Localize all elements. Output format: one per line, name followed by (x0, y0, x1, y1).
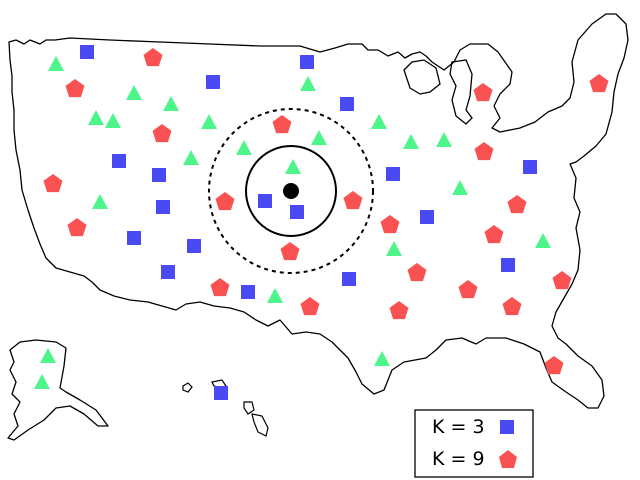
pentagon-point (484, 225, 504, 244)
pentagon-point (215, 192, 235, 211)
query-point (283, 183, 299, 199)
legend-label-k3: K = 3 (432, 416, 485, 438)
triangle-point (535, 233, 551, 248)
legend-label-k9: K = 9 (432, 448, 485, 470)
square-point (80, 45, 94, 59)
pentagon-point (143, 48, 163, 67)
pentagon-point (67, 218, 87, 237)
pentagon-point (272, 115, 292, 134)
pentagon-point (210, 278, 230, 297)
hawaii-island (243, 401, 255, 415)
pentagon-point (589, 74, 609, 93)
pentagon-point (458, 280, 478, 299)
square-point (156, 200, 170, 214)
triangle-point (436, 132, 452, 147)
square-point (501, 258, 515, 272)
k3-neighborhood-circle (245, 145, 337, 237)
pentagon-point (407, 263, 427, 282)
triangle-point (92, 194, 108, 209)
pentagon-point (280, 242, 300, 261)
triangle-point (285, 159, 301, 174)
triangle-point (236, 140, 252, 155)
square-point (342, 272, 356, 286)
triangle-point (452, 180, 468, 195)
square-point (300, 55, 314, 69)
triangle-point (371, 114, 387, 129)
square-point (290, 205, 304, 219)
triangle-point (183, 150, 199, 165)
square-point (187, 239, 201, 253)
square-point (112, 154, 126, 168)
pentagon-point (552, 271, 572, 290)
square-point (241, 285, 255, 299)
data-points (34, 45, 609, 400)
legend-square-icon (500, 420, 514, 434)
pentagon-point (544, 356, 564, 375)
triangle-point (201, 114, 217, 129)
triangle-point (34, 374, 50, 389)
square-point (127, 231, 141, 245)
alaska-outline (7, 339, 109, 441)
triangle-point (311, 130, 327, 145)
lake-outline (403, 59, 441, 95)
lake-outline (449, 59, 473, 125)
us-map-outline (8, 13, 629, 409)
square-point (386, 167, 400, 181)
triangle-point (105, 113, 121, 128)
triangle-point (163, 96, 179, 111)
square-point (340, 97, 354, 111)
legend: K = 3 K = 9 (414, 409, 534, 478)
triangle-point (40, 348, 56, 363)
square-point (420, 210, 434, 224)
triangle-point (48, 56, 64, 71)
square-point (152, 168, 166, 182)
triangle-point (126, 85, 142, 100)
pentagon-point (474, 142, 494, 161)
pentagon-point (473, 83, 493, 102)
triangle-point (267, 288, 283, 303)
square-point (523, 160, 537, 174)
pentagon-point (152, 124, 172, 143)
pentagon-point (389, 301, 409, 320)
triangle-point (386, 241, 402, 256)
square-point (214, 386, 228, 400)
triangle-point (403, 134, 419, 149)
square-point (161, 265, 175, 279)
hawaii-island (182, 382, 193, 393)
legend-pentagon-icon (499, 450, 517, 468)
triangle-point (88, 110, 104, 125)
pentagon-point (343, 191, 363, 210)
square-point (206, 75, 220, 89)
pentagon-point (380, 215, 400, 234)
pentagon-point (300, 297, 320, 316)
square-point (258, 194, 272, 208)
k9-neighborhood-circle (208, 108, 374, 274)
pentagon-point (507, 195, 527, 214)
triangle-point (300, 76, 316, 91)
pentagon-point (502, 297, 522, 316)
hawaii-island (251, 413, 269, 437)
pentagon-point (65, 79, 85, 98)
pentagon-point (43, 174, 63, 193)
triangle-point (374, 351, 390, 366)
